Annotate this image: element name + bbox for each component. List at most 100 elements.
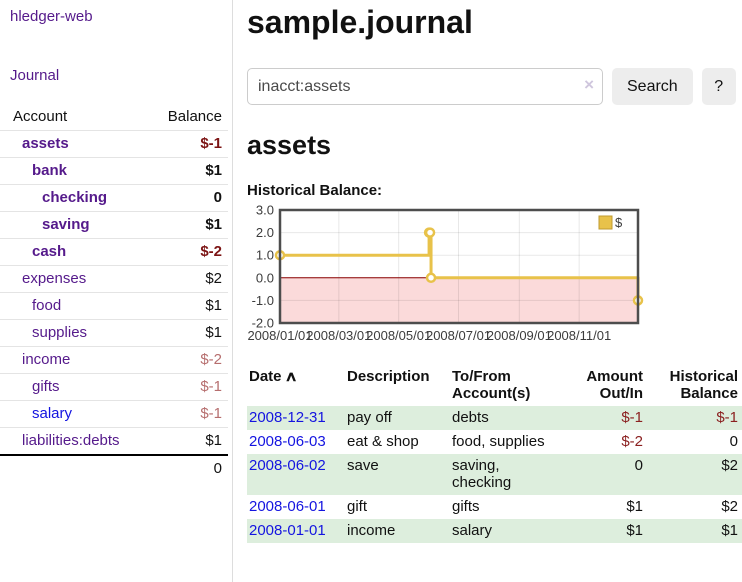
account-balance: $1 [205,216,222,233]
chart-title: Historical Balance: [247,182,383,199]
column-header-amount[interactable]: Amount Out/In [586,368,643,402]
account-row-supplies: supplies $1 [0,319,228,346]
transaction-description: pay off [345,406,450,430]
svg-text:0.0: 0.0 [256,270,274,285]
main-content: sample.journal × Search ? assets Histori… [234,0,742,582]
account-link-cash[interactable]: cash [32,243,67,260]
svg-text:1.0: 1.0 [256,248,274,263]
transaction-amount: $-1 [555,406,647,430]
account-row-cash: cash $-2 [0,238,228,265]
transaction-description: eat & shop [347,433,419,450]
svg-text:2008/09/01: 2008/09/01 [487,328,552,343]
transaction-balance: $2 [721,498,738,515]
account-row-saving: saving $1 [0,211,228,238]
chart-container: 3.0 2.0 1.0 0.0 -1.0 -2.0 2008/01/01 2008/03/01… [247,203,742,351]
account-column-header: Account [13,108,68,125]
sidebar-item-journal[interactable]: Journal [10,67,60,84]
svg-text:2008/11/01: 2008/11/01 [547,328,611,343]
transaction-accounts: food, supplies [452,433,545,450]
search-button[interactable]: Search [612,68,693,105]
total-balance: 0 [213,460,222,477]
transaction-accounts: gifts [452,498,480,515]
transaction-accounts: debts [450,406,555,430]
transaction-date-link[interactable]: 2008-06-01 [249,498,326,515]
account-balance: 0 [213,189,222,206]
app-brand-link[interactable]: hledger-web [10,8,93,25]
transaction-balance: $2 [647,454,742,495]
account-tree-total-row: 0 [0,454,228,482]
transaction-description: income [345,519,450,543]
transaction-amount: $1 [555,519,647,543]
historical-balance-chart: 3.0 2.0 1.0 0.0 -1.0 -2.02008/01/012008/03/01… [247,203,644,343]
transaction-balance: $1 [647,519,742,543]
account-row-assets: assets $-1 [0,130,228,157]
register-header-row: Date ∧ Description To/From Account(s) Amo… [247,366,742,406]
account-balance: $-2 [200,351,222,368]
register-table: Date ∧ Description To/From Account(s) Amo… [247,366,742,543]
account-row-food: food $1 [0,292,228,319]
account-balance: $1 [205,162,222,179]
svg-text:-1.0: -1.0 [252,293,274,308]
svg-text:2008/03/01: 2008/03/01 [306,328,371,343]
column-header-description[interactable]: Description [347,368,430,385]
account-row-liabilities-debts: liabilities:debts $1 [0,427,228,454]
register-row: 2008-06-03 eat & shop food, supplies $-2… [247,430,742,454]
svg-text:2.0: 2.0 [256,225,274,240]
svg-text:2008/07/01: 2008/07/01 [426,328,491,343]
account-link-expenses[interactable]: expenses [22,270,87,287]
account-balance: $1 [205,432,222,449]
account-row-income: income $-2 [0,346,228,373]
account-balance: $-2 [200,243,222,260]
account-balance: $1 [205,297,222,314]
account-balance: $2 [205,270,222,287]
account-link-bank[interactable]: bank [32,162,68,179]
transaction-date-link[interactable]: 2008-01-01 [249,522,326,539]
transaction-date-link[interactable]: 2008-12-31 [249,409,326,426]
column-header-tofrom-accounts[interactable]: To/From Account(s) [452,368,531,402]
svg-text:2008/05/01: 2008/05/01 [366,328,431,343]
transaction-amount: 0 [555,454,647,495]
transaction-date-link[interactable]: 2008-06-02 [249,457,326,474]
search-bar: × Search ? [247,68,742,105]
account-link-gifts[interactable]: gifts [32,378,60,395]
svg-text:$: $ [615,215,623,230]
svg-text:3.0: 3.0 [256,204,274,218]
account-row-gifts: gifts $-1 [0,373,228,400]
clear-search-icon[interactable]: × [584,75,594,94]
account-link-saving[interactable]: saving [42,216,90,233]
account-link-checking[interactable]: checking [42,189,108,206]
page-title: sample.journal [247,4,473,40]
account-link-income[interactable]: income [22,351,71,368]
account-link-liabilities-debts[interactable]: liabilities:debts [22,432,120,449]
account-tree-header: Account Balance [0,104,228,130]
account-balance: $-1 [200,135,222,152]
account-row-expenses: expenses $2 [0,265,228,292]
account-link-supplies[interactable]: supplies [32,324,88,341]
account-link-food[interactable]: food [32,297,62,314]
transaction-description: save [345,454,450,495]
transaction-description: gift [347,498,368,515]
transaction-date-link[interactable]: 2008-06-03 [249,433,326,450]
svg-text:2008/01/01: 2008/01/01 [247,328,312,343]
account-balance: $1 [205,324,222,341]
register-row: 2008-06-01 gift gifts $1 $2 [247,495,742,519]
account-balance: $-1 [200,405,222,422]
register-row: 2008-01-01 income salary $1 $1 [247,519,742,543]
transaction-balance: $-1 [647,406,742,430]
register-row: 2008-12-31 pay off debts $-1 $-1 [247,406,742,430]
account-link-salary[interactable]: salary [32,405,73,422]
register-row: 2008-06-02 save saving, checking 0 $2 [247,454,742,495]
transaction-accounts: saving, checking [450,454,555,495]
help-button[interactable]: ? [701,68,736,105]
column-header-historical-balance[interactable]: Historical Balance [669,368,738,402]
account-heading: assets [247,130,332,160]
account-link-assets[interactable]: assets [22,135,69,152]
account-row-salary: salary $-1 [0,400,228,427]
column-header-date[interactable]: Date ∧ [249,368,298,385]
transaction-amount: $-2 [621,433,643,450]
balance-column-header: Balance [167,108,222,125]
account-balance: $-1 [200,378,222,395]
sidebar: hledger-web Journal Account Balance asse… [0,0,233,582]
account-row-checking: checking 0 [0,184,228,211]
search-input[interactable] [247,68,603,105]
